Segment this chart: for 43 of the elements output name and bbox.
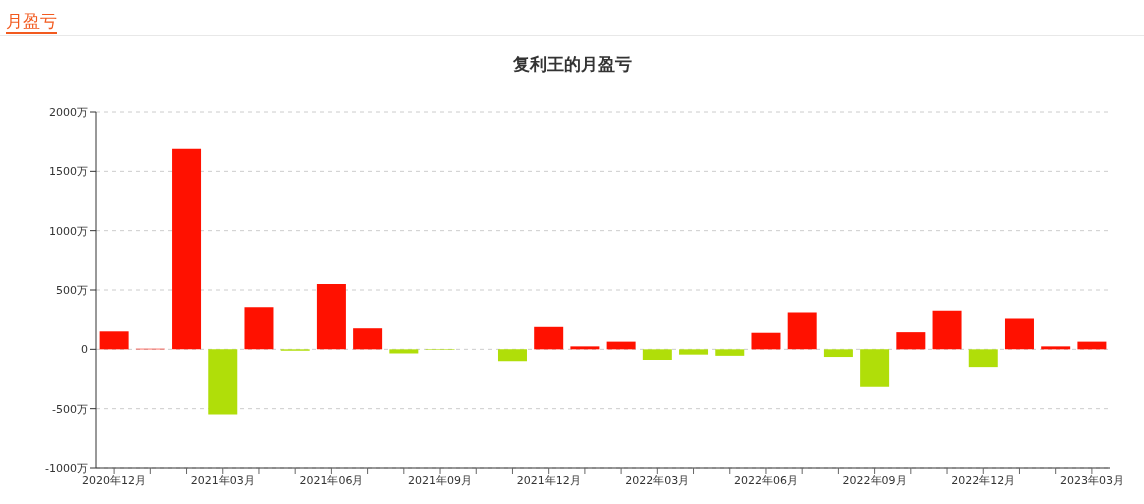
bar <box>1077 341 1107 350</box>
bar <box>353 328 383 350</box>
y-tick-label: 500万 <box>56 283 88 297</box>
bar <box>244 307 274 350</box>
bar <box>208 349 238 415</box>
x-tick-label: 2021年06月 <box>299 473 364 487</box>
bar <box>642 349 672 361</box>
bar <box>1004 318 1034 350</box>
bar <box>534 326 564 350</box>
x-tick-label: 2022年06月 <box>733 473 798 487</box>
y-tick-label: 1000万 <box>49 224 88 238</box>
bar <box>497 349 527 362</box>
x-tick-label: 2021年03月 <box>190 473 255 487</box>
bar <box>172 148 202 350</box>
bar <box>823 349 853 358</box>
bar <box>896 332 926 350</box>
bar <box>932 310 962 350</box>
x-tick-label: 2022年03月 <box>625 473 690 487</box>
bar <box>1041 346 1071 350</box>
bar <box>787 312 817 350</box>
bar <box>570 346 600 350</box>
y-tick-label: -1000万 <box>45 461 88 475</box>
chart-title: 复利王的月盈亏 <box>511 53 633 76</box>
bar <box>751 332 781 350</box>
x-tick-label: 2021年12月 <box>516 473 581 487</box>
x-tick-label: 2022年12月 <box>951 473 1016 487</box>
y-tick-label: 0 <box>81 343 88 357</box>
bar <box>99 331 129 350</box>
bar <box>389 349 419 354</box>
y-tick-label: 1500万 <box>49 165 88 179</box>
x-tick-label: 2020年12月 <box>82 473 147 487</box>
x-tick-label: 2021年09月 <box>408 473 473 487</box>
y-tick-label: 2000万 <box>49 105 88 119</box>
bar <box>679 349 709 355</box>
y-tick-label: -500万 <box>52 402 88 416</box>
bar <box>968 349 998 368</box>
text: 月盈亏 <box>6 10 57 34</box>
x-tick-label: 2023年03月 <box>1059 473 1124 487</box>
bar <box>715 349 745 356</box>
bar <box>316 284 346 350</box>
x-tick-label: 2022年09月 <box>842 473 907 487</box>
bar <box>606 341 636 350</box>
bar <box>860 349 890 387</box>
